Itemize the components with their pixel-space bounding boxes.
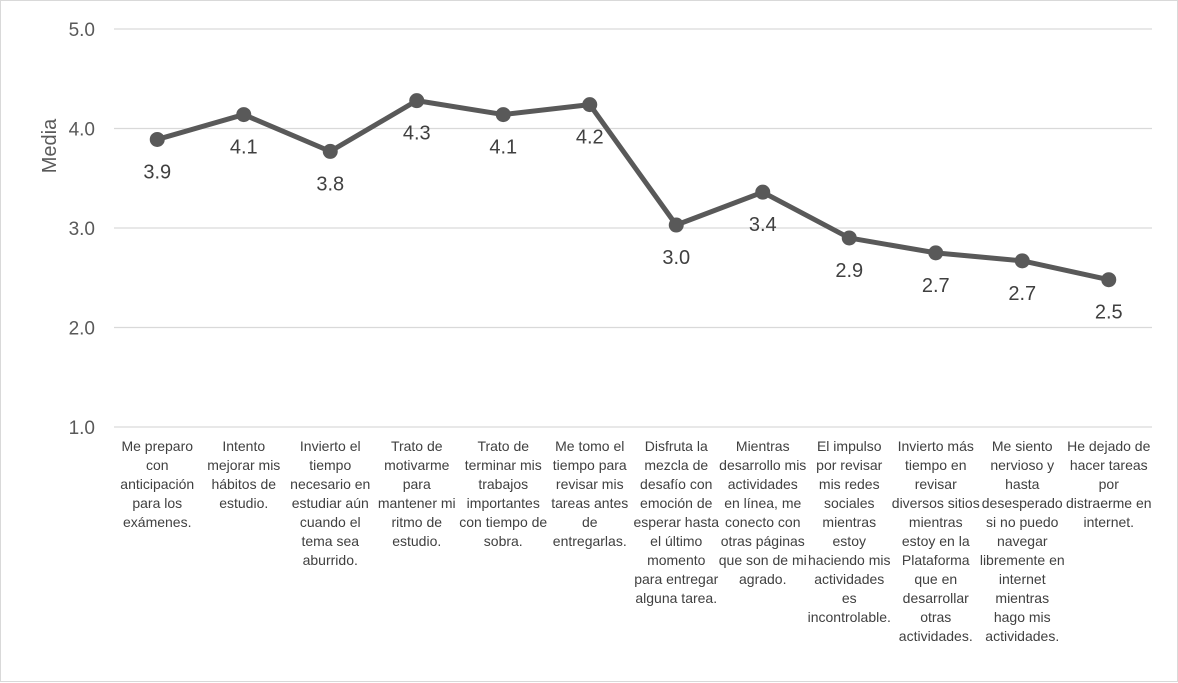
x-tick-label: Disfruta la mezcla de desafío con emoció… xyxy=(633,438,720,606)
data-label: 3.4 xyxy=(749,214,777,236)
data-label: 4.3 xyxy=(403,123,431,145)
data-point xyxy=(236,107,252,123)
data-point xyxy=(409,93,425,109)
x-tick-label: Trato de motivarme para mantener mi ritm… xyxy=(377,438,456,549)
x-tick-label: El impulso por revisar mis redes sociale… xyxy=(807,438,891,625)
x-tick-label: Me tomo el tiempo para revisar mis tarea… xyxy=(551,438,629,549)
data-label: 2.5 xyxy=(1095,302,1123,324)
x-tick-label: Me preparo con anticipación para los exá… xyxy=(120,438,195,530)
data-point xyxy=(668,217,684,233)
data-label: 4.1 xyxy=(489,137,517,159)
data-label: 3.9 xyxy=(143,161,171,183)
x-tick-label: Invierto el tiempo necesario en estudiar… xyxy=(290,438,371,568)
data-point xyxy=(495,107,511,123)
data-point xyxy=(582,97,598,113)
data-point xyxy=(149,131,165,147)
data-point xyxy=(841,230,857,246)
y-tick-label: 5.0 xyxy=(69,20,95,41)
data-point xyxy=(928,245,944,261)
x-tick-label: Mientras desarrollo mis actividades en l… xyxy=(718,438,807,587)
data-point xyxy=(1014,253,1030,269)
y-tick-label: 1.0 xyxy=(69,418,95,439)
x-tick-label: Trato de terminar mis trabajos important… xyxy=(459,438,548,549)
data-point xyxy=(755,184,771,200)
data-point xyxy=(1101,272,1117,288)
y-tick-label: 4.0 xyxy=(69,120,95,141)
series-line xyxy=(156,98,1110,283)
x-tick-label: He dejado de hacer tareas por distraerme… xyxy=(1065,438,1152,530)
x-tick-label: Me siento nervioso y hasta desesperado s… xyxy=(979,438,1065,644)
data-label: 2.7 xyxy=(922,275,950,297)
x-tick-label: Invierto más tiempo en revisar diversos … xyxy=(891,438,980,644)
data-label: 3.8 xyxy=(316,173,344,195)
data-label: 4.2 xyxy=(576,127,604,149)
y-tick-label: 2.0 xyxy=(69,319,95,340)
x-tick-label: Intento mejorar mis hábitos de estudio. xyxy=(207,438,281,511)
data-label: 4.1 xyxy=(230,137,258,159)
data-label: 2.9 xyxy=(835,260,863,282)
y-axis-label: Media xyxy=(39,118,61,174)
data-point xyxy=(322,143,338,159)
data-label: 3.0 xyxy=(662,247,690,269)
y-tick-label: 3.0 xyxy=(69,219,95,240)
data-label: 2.7 xyxy=(1008,283,1036,305)
